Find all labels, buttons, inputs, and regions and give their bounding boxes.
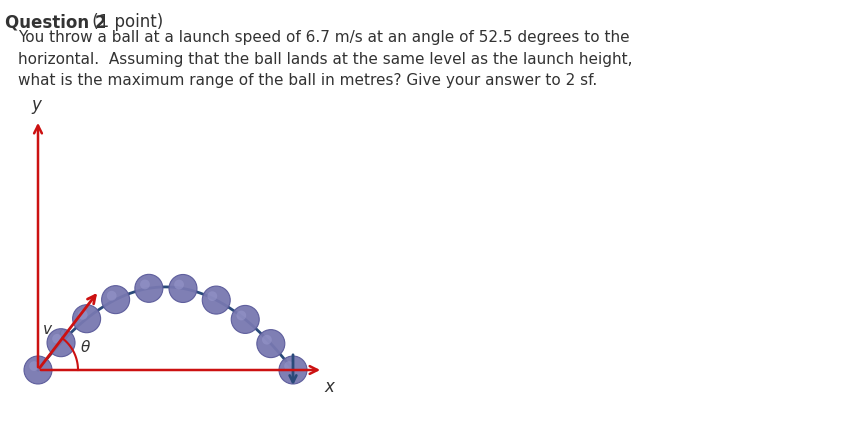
Circle shape — [174, 279, 184, 289]
Circle shape — [203, 286, 230, 314]
Circle shape — [208, 291, 217, 301]
Circle shape — [257, 330, 284, 358]
Circle shape — [236, 311, 246, 321]
Circle shape — [78, 310, 88, 320]
Text: Question 2: Question 2 — [5, 13, 106, 31]
Text: (1 point): (1 point) — [87, 13, 163, 31]
Circle shape — [30, 361, 39, 371]
Circle shape — [52, 334, 62, 344]
Circle shape — [47, 329, 75, 357]
Circle shape — [169, 274, 197, 303]
Circle shape — [279, 356, 307, 384]
Circle shape — [231, 306, 259, 333]
Text: You throw a ball at a launch speed of 6.7 m/s at an angle of 52.5 degrees to the: You throw a ball at a launch speed of 6.… — [18, 30, 632, 88]
Circle shape — [73, 305, 100, 333]
Text: 0: 0 — [58, 329, 66, 339]
Circle shape — [262, 335, 272, 345]
Text: θ: θ — [81, 340, 90, 355]
Circle shape — [24, 356, 52, 384]
Circle shape — [135, 274, 163, 302]
Text: y: y — [31, 96, 41, 114]
Circle shape — [140, 279, 150, 289]
Circle shape — [107, 291, 116, 300]
Text: v: v — [43, 322, 52, 337]
Circle shape — [101, 285, 130, 314]
Circle shape — [284, 361, 294, 371]
Text: x: x — [324, 378, 334, 396]
